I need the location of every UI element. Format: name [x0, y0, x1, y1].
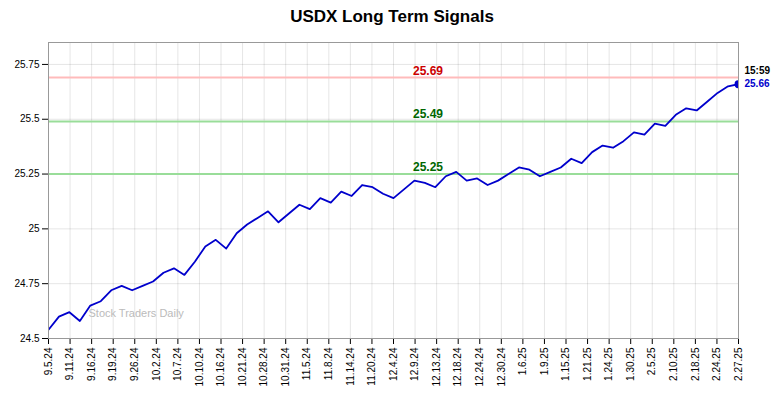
svg-text:10.16.24: 10.16.24	[215, 347, 226, 386]
svg-text:2.24.25: 2.24.25	[711, 347, 722, 381]
svg-text:12.18.24: 12.18.24	[452, 347, 463, 386]
svg-text:9.11.24: 9.11.24	[64, 347, 75, 380]
svg-text:9.16.24: 9.16.24	[86, 347, 97, 381]
svg-text:9.5.24: 9.5.24	[43, 347, 54, 375]
svg-text:25.69: 25.69	[413, 64, 443, 78]
svg-text:10.7.24: 10.7.24	[172, 347, 183, 381]
svg-text:11.8.24: 11.8.24	[323, 347, 334, 380]
svg-text:12.4.24: 12.4.24	[388, 347, 399, 381]
svg-text:11.14.24: 11.14.24	[345, 347, 356, 386]
svg-text:9.26.24: 9.26.24	[129, 347, 140, 381]
svg-text:24.75: 24.75	[14, 278, 39, 289]
svg-text:11.5.24: 11.5.24	[301, 347, 312, 380]
svg-text:9.19.24: 9.19.24	[107, 347, 118, 381]
html-text:USDX Long Term Signals: USDX Long Term Signals	[290, 7, 494, 26]
svg-text:25.5: 25.5	[20, 113, 40, 124]
svg-text:10.31.24: 10.31.24	[280, 347, 291, 386]
svg-text:25.25: 25.25	[413, 160, 443, 174]
svg-text:2.27.25: 2.27.25	[733, 347, 744, 381]
svg-text:1.15.25: 1.15.25	[560, 347, 571, 381]
svg-text:10.10.24: 10.10.24	[194, 347, 205, 386]
svg-text:25.49: 25.49	[413, 107, 443, 121]
svg-text:12.9.24: 12.9.24	[409, 347, 420, 381]
svg-text:1.6.25: 1.6.25	[517, 347, 528, 375]
svg-text:12.13.24: 12.13.24	[431, 347, 442, 386]
svg-text:2.10.25: 2.10.25	[668, 347, 679, 381]
svg-text:12.24.24: 12.24.24	[474, 347, 485, 386]
svg-text:2.18.25: 2.18.25	[690, 347, 701, 381]
svg-text:15:59: 15:59	[745, 65, 771, 76]
svg-text:25.66: 25.66	[745, 78, 770, 89]
svg-text:25.25: 25.25	[14, 168, 39, 179]
svg-text:2.5.25: 2.5.25	[646, 347, 657, 375]
svg-text:11.20.24: 11.20.24	[366, 347, 377, 386]
svg-text:25.75: 25.75	[14, 59, 39, 70]
svg-text:1.24.25: 1.24.25	[603, 347, 614, 381]
svg-text:1.9.25: 1.9.25	[539, 347, 550, 375]
svg-text:12.30.24: 12.30.24	[496, 347, 507, 386]
svg-text:1.21.25: 1.21.25	[582, 347, 593, 381]
svg-text:10.2.24: 10.2.24	[151, 347, 162, 381]
svg-text:25: 25	[28, 223, 40, 234]
svg-text:Stock Traders Daily: Stock Traders Daily	[89, 307, 185, 319]
svg-text:24.5: 24.5	[20, 333, 40, 344]
svg-text:10.21.24: 10.21.24	[237, 347, 248, 386]
svg-text:1.30.25: 1.30.25	[625, 347, 636, 381]
svg-text:10.28.24: 10.28.24	[258, 347, 269, 386]
